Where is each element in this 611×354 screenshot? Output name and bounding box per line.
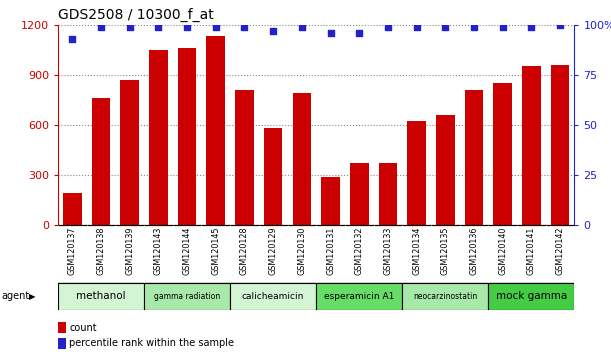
Bar — [144, 283, 230, 310]
Text: GSM120143: GSM120143 — [154, 227, 163, 275]
Text: GSM120136: GSM120136 — [469, 227, 478, 275]
Bar — [551, 65, 569, 225]
Bar — [464, 90, 483, 225]
Bar — [149, 50, 168, 225]
Text: GSM120129: GSM120129 — [269, 227, 277, 275]
Point — [527, 24, 536, 30]
Bar — [92, 98, 111, 225]
Bar — [178, 48, 197, 225]
Bar — [58, 283, 144, 310]
Text: GSM120145: GSM120145 — [211, 227, 221, 275]
Text: neocarzinostatin: neocarzinostatin — [413, 292, 477, 301]
Text: mock gamma: mock gamma — [496, 291, 567, 302]
Point — [469, 24, 479, 30]
Text: GSM120141: GSM120141 — [527, 227, 536, 275]
Text: count: count — [69, 323, 97, 333]
Bar — [230, 283, 316, 310]
Text: GSM120130: GSM120130 — [298, 227, 306, 275]
Bar — [235, 90, 254, 225]
Text: calicheamicin: calicheamicin — [242, 292, 304, 301]
Point — [96, 24, 106, 30]
Bar — [402, 283, 488, 310]
Text: GSM120140: GSM120140 — [498, 227, 507, 275]
Bar — [120, 80, 139, 225]
Text: esperamicin A1: esperamicin A1 — [324, 292, 395, 301]
Bar — [293, 93, 311, 225]
Text: GSM120133: GSM120133 — [383, 227, 392, 275]
Text: percentile rank within the sample: percentile rank within the sample — [69, 338, 234, 348]
Bar — [264, 128, 282, 225]
Text: GSM120144: GSM120144 — [183, 227, 192, 275]
Text: GDS2508 / 10300_f_at: GDS2508 / 10300_f_at — [58, 8, 214, 22]
Point — [354, 30, 364, 36]
Bar — [488, 283, 574, 310]
Point — [441, 24, 450, 30]
Bar — [522, 67, 541, 225]
Text: GSM120134: GSM120134 — [412, 227, 421, 275]
Bar — [493, 83, 512, 225]
Bar — [350, 163, 368, 225]
Text: agent: agent — [1, 291, 29, 301]
Point — [297, 24, 307, 30]
Text: GSM120135: GSM120135 — [441, 227, 450, 275]
Bar — [436, 115, 455, 225]
Point — [412, 24, 422, 30]
Point — [268, 28, 278, 34]
Text: GSM120142: GSM120142 — [555, 227, 565, 275]
Point — [67, 36, 77, 42]
Bar — [63, 193, 82, 225]
Bar — [321, 177, 340, 225]
Text: GSM120138: GSM120138 — [97, 227, 106, 275]
Text: GSM120131: GSM120131 — [326, 227, 335, 275]
Bar — [207, 36, 225, 225]
Text: GSM120128: GSM120128 — [240, 227, 249, 275]
Point — [125, 24, 134, 30]
Point — [498, 24, 508, 30]
Point — [211, 24, 221, 30]
Point — [182, 24, 192, 30]
Text: GSM120132: GSM120132 — [355, 227, 364, 275]
Text: gamma radiation: gamma radiation — [154, 292, 220, 301]
Point — [555, 22, 565, 28]
Point — [153, 24, 163, 30]
Point — [383, 24, 393, 30]
Bar — [379, 163, 397, 225]
Point — [240, 24, 249, 30]
Point — [326, 30, 335, 36]
Bar — [316, 283, 402, 310]
Text: ▶: ▶ — [29, 292, 36, 301]
Text: GSM120137: GSM120137 — [68, 227, 77, 275]
Text: methanol: methanol — [76, 291, 126, 302]
Bar — [408, 121, 426, 225]
Text: GSM120139: GSM120139 — [125, 227, 134, 275]
